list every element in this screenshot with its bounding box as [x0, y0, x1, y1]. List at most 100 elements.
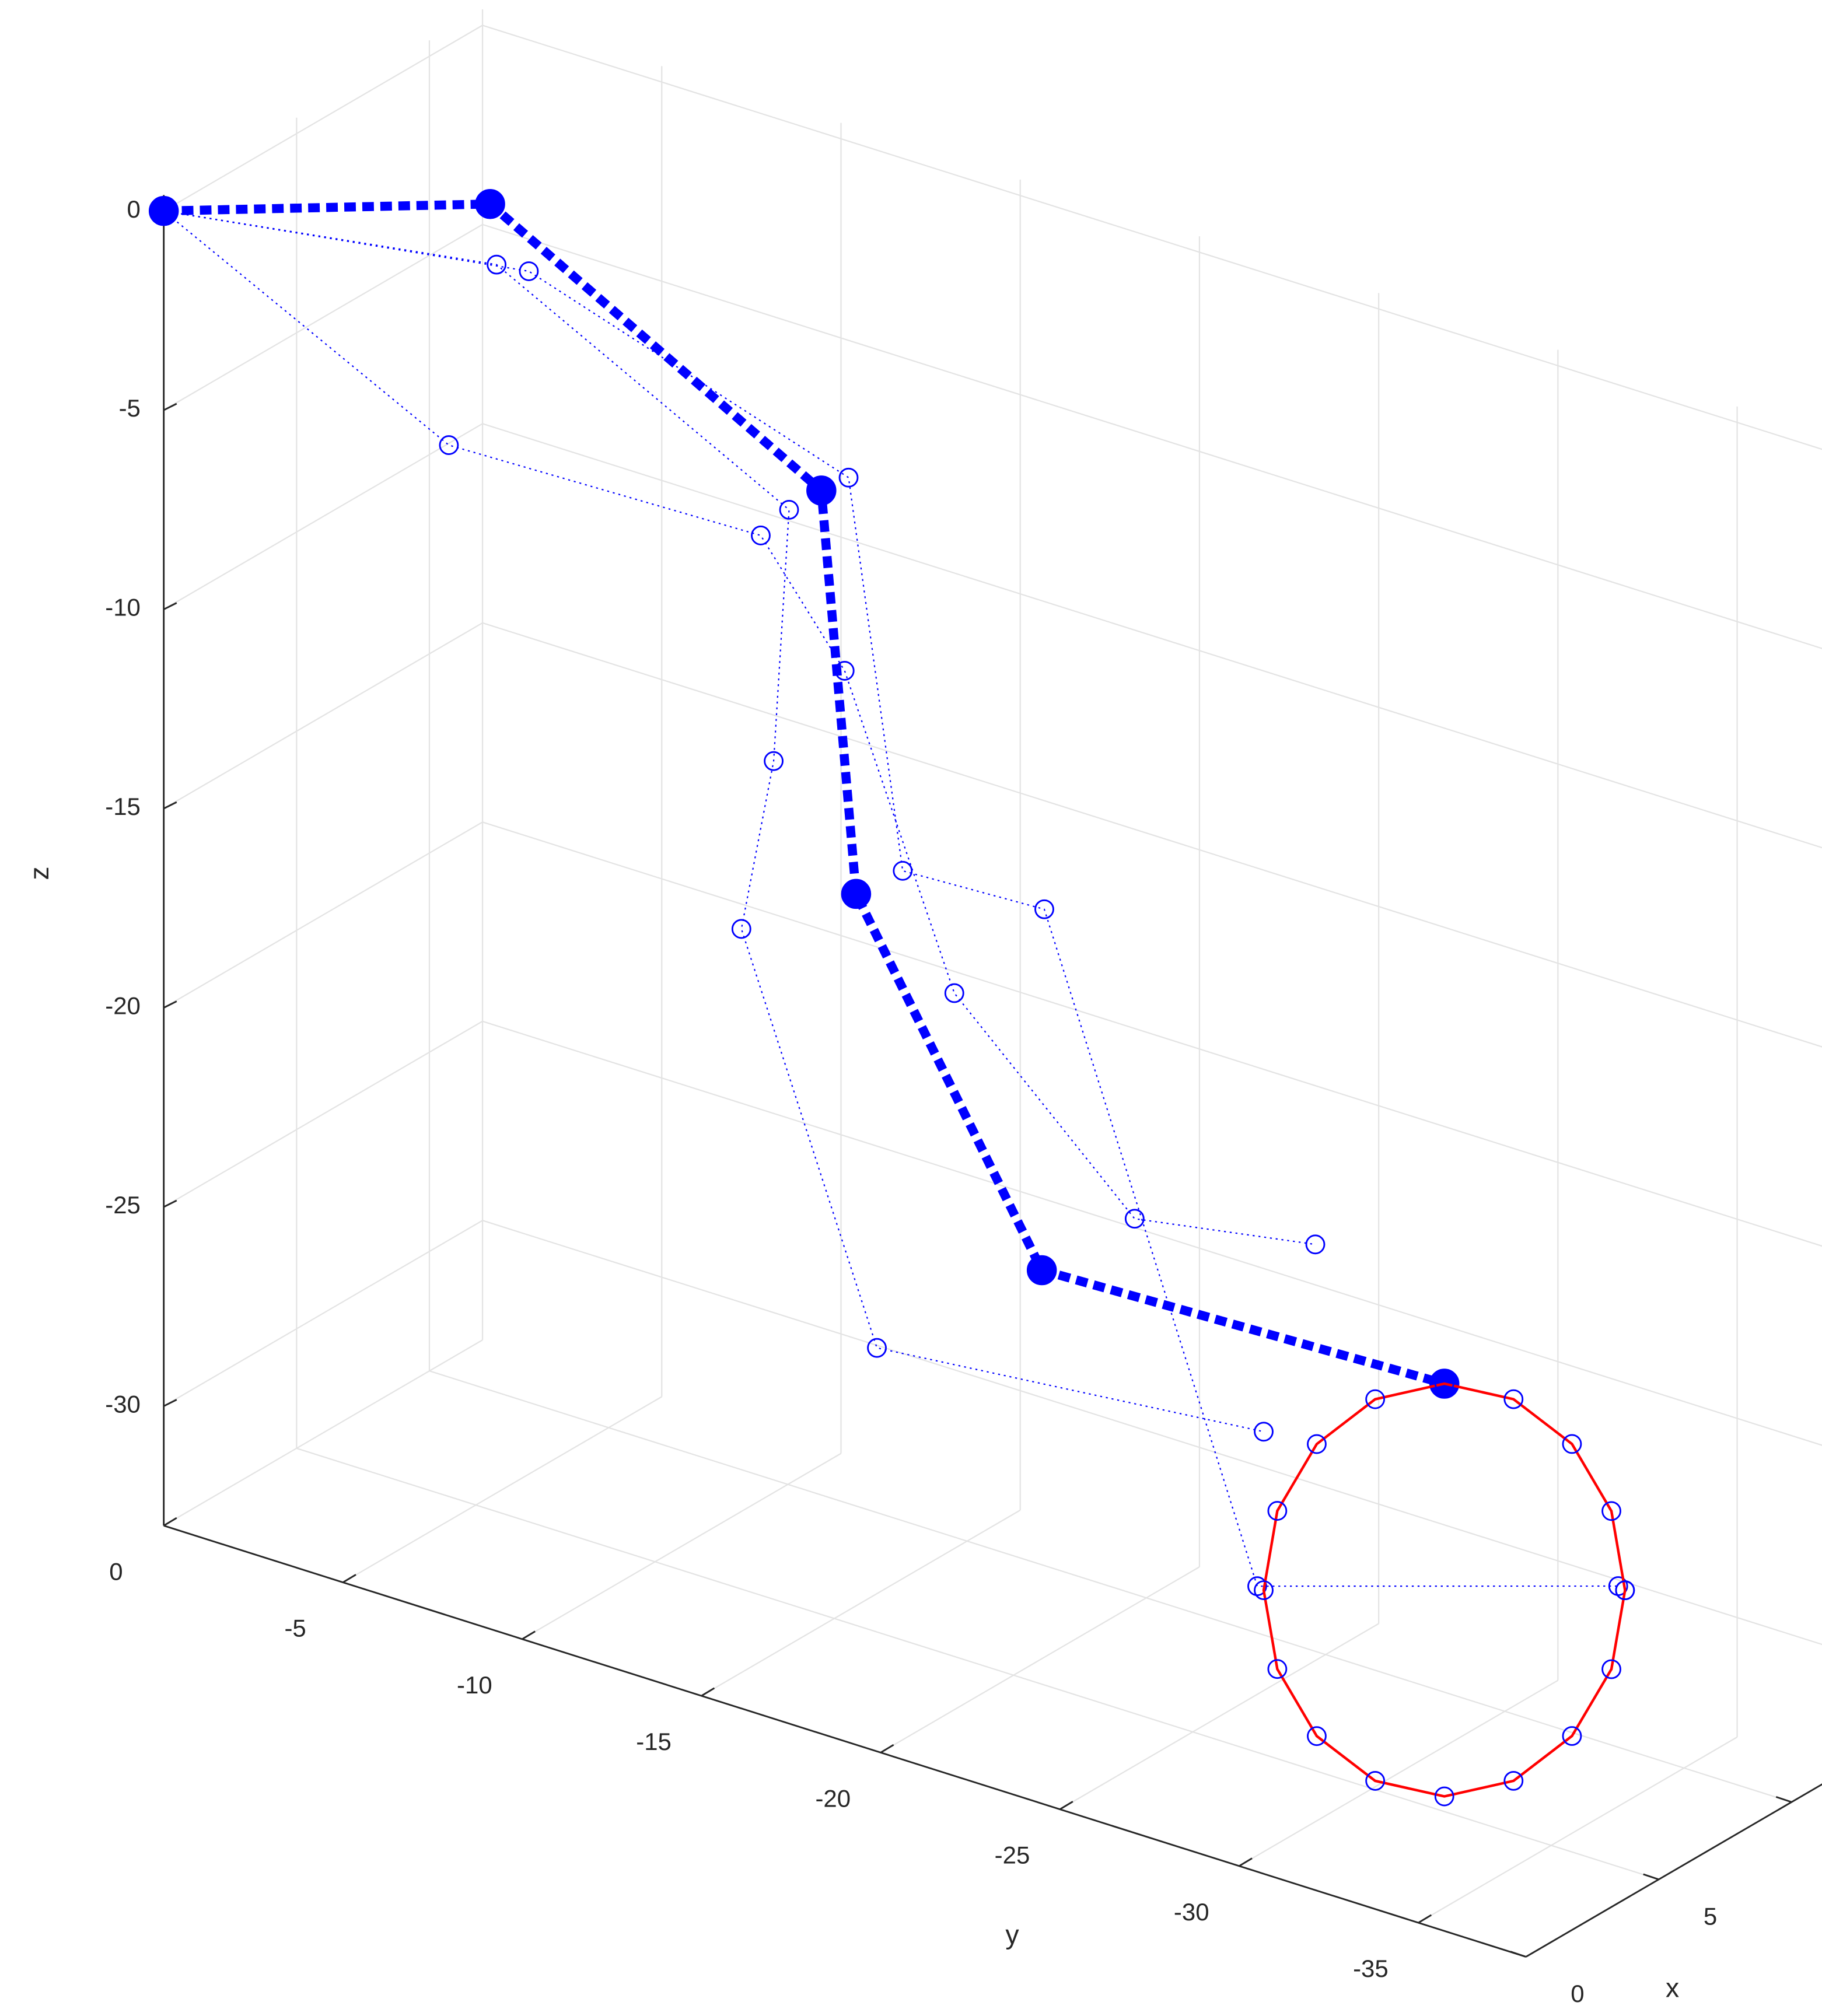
- point-marker: [1562, 1434, 1582, 1454]
- point-marker-filled: [475, 188, 505, 219]
- grid-line: [163, 821, 483, 1009]
- y-tick-label: -30: [1174, 1898, 1209, 1926]
- y-tick-mark: [163, 1517, 177, 1527]
- point-marker: [1562, 1726, 1582, 1746]
- point-marker: [764, 751, 784, 771]
- series-line: [1262, 1382, 1627, 1798]
- grid-line: [522, 1452, 842, 1640]
- y-tick-label: 0: [109, 1558, 123, 1585]
- y-tick-label: -25: [995, 1842, 1030, 1869]
- grid-line: [482, 423, 1822, 849]
- grid-line: [296, 1447, 1659, 1880]
- y-tick-label: -5: [284, 1615, 306, 1642]
- point-marker: [1503, 1770, 1524, 1791]
- point-marker: [1305, 1234, 1326, 1255]
- point-marker: [1254, 1422, 1274, 1442]
- point-marker: [1601, 1659, 1621, 1679]
- point-marker: [1503, 1389, 1524, 1409]
- grid-line: [163, 1020, 483, 1208]
- z-tick-mark: [163, 1000, 177, 1009]
- z-tick-mark: [163, 1399, 177, 1407]
- grid-line: [163, 1220, 483, 1407]
- z-tick-label: -10: [105, 594, 141, 621]
- point-marker: [487, 254, 507, 275]
- y-tick-mark: [880, 1744, 894, 1754]
- y-tick-mark: [1239, 1857, 1253, 1867]
- y-tick-mark: [701, 1687, 715, 1697]
- point-marker: [1365, 1389, 1386, 1409]
- point-marker: [1434, 1374, 1454, 1394]
- y-tick-mark: [1418, 1914, 1432, 1924]
- y-tick-mark: [522, 1630, 536, 1640]
- point-marker: [1247, 1576, 1267, 1597]
- point-marker-filled: [806, 475, 837, 506]
- point-marker: [519, 261, 539, 281]
- point-marker: [1124, 1209, 1145, 1229]
- grid-line: [482, 1020, 1822, 1446]
- grid-line: [482, 821, 1822, 1247]
- point-marker: [731, 919, 751, 939]
- point-marker: [1615, 1580, 1635, 1601]
- point-marker: [1307, 1726, 1327, 1746]
- point-marker: [893, 860, 913, 881]
- z-tick-label: -5: [119, 394, 141, 422]
- series-line: [163, 210, 1264, 1433]
- point-marker: [867, 1338, 887, 1358]
- z-tick-label: -25: [105, 1191, 141, 1219]
- grid-line: [163, 24, 483, 212]
- x-axis-line: [1525, 1783, 1822, 1958]
- grid-line: [1418, 1736, 1738, 1924]
- x-tick-label: 5: [1704, 1902, 1717, 1930]
- series-line: [163, 199, 1446, 1388]
- z-tick-label: -20: [105, 992, 141, 1020]
- x-tick-mark: [1510, 1951, 1526, 1958]
- grid-line: [342, 1396, 662, 1583]
- grid-line: [482, 24, 1822, 450]
- grid-line: [163, 423, 483, 610]
- point-marker: [838, 467, 859, 488]
- point-marker: [1267, 1659, 1288, 1679]
- x-tick-label: 0: [1571, 1980, 1584, 2007]
- grid-line: [163, 1339, 483, 1527]
- y-tick-mark: [342, 1574, 356, 1583]
- grid-line: [482, 622, 1822, 1048]
- grid-layer: [163, 9, 1822, 1958]
- grid-line: [163, 223, 483, 411]
- z-axis-label: z: [24, 866, 54, 880]
- series-line: [163, 210, 1316, 1245]
- y-tick-label: -35: [1353, 1955, 1389, 1982]
- point-marker: [944, 983, 964, 1003]
- point-marker: [779, 499, 799, 520]
- z-tick-mark: [163, 1199, 177, 1208]
- point-marker: [751, 526, 771, 545]
- point-marker: [1365, 1771, 1386, 1791]
- marks-layer: [148, 188, 1635, 1807]
- grid-line: [701, 1509, 1021, 1697]
- y-tick-label: -20: [815, 1784, 851, 1812]
- z-tick-label: 0: [127, 195, 141, 223]
- point-marker: [1034, 899, 1054, 919]
- series-line: [163, 210, 1618, 1587]
- point-marker-filled: [1026, 1255, 1057, 1286]
- x-tick-mark: [1775, 1796, 1792, 1803]
- y-axis-label: y: [1005, 1920, 1019, 1950]
- point-marker: [1254, 1580, 1274, 1601]
- grid-line: [1239, 1679, 1558, 1867]
- y-axis-line: [163, 1525, 1526, 1958]
- z-tick-mark: [163, 602, 177, 610]
- y-tick-mark: [1059, 1801, 1073, 1810]
- point-marker: [439, 435, 459, 455]
- z-tick-label: -15: [105, 793, 141, 820]
- grid-line: [1059, 1623, 1379, 1810]
- z-tick-label: -30: [105, 1391, 141, 1418]
- grid-line: [163, 622, 483, 810]
- grid-line: [482, 1220, 1822, 1646]
- z-tick-mark: [163, 801, 177, 810]
- point-marker: [1267, 1501, 1288, 1521]
- grid-line: [880, 1566, 1200, 1754]
- point-marker: [1601, 1501, 1621, 1521]
- point-marker: [1434, 1786, 1454, 1807]
- point-marker: [1307, 1434, 1327, 1454]
